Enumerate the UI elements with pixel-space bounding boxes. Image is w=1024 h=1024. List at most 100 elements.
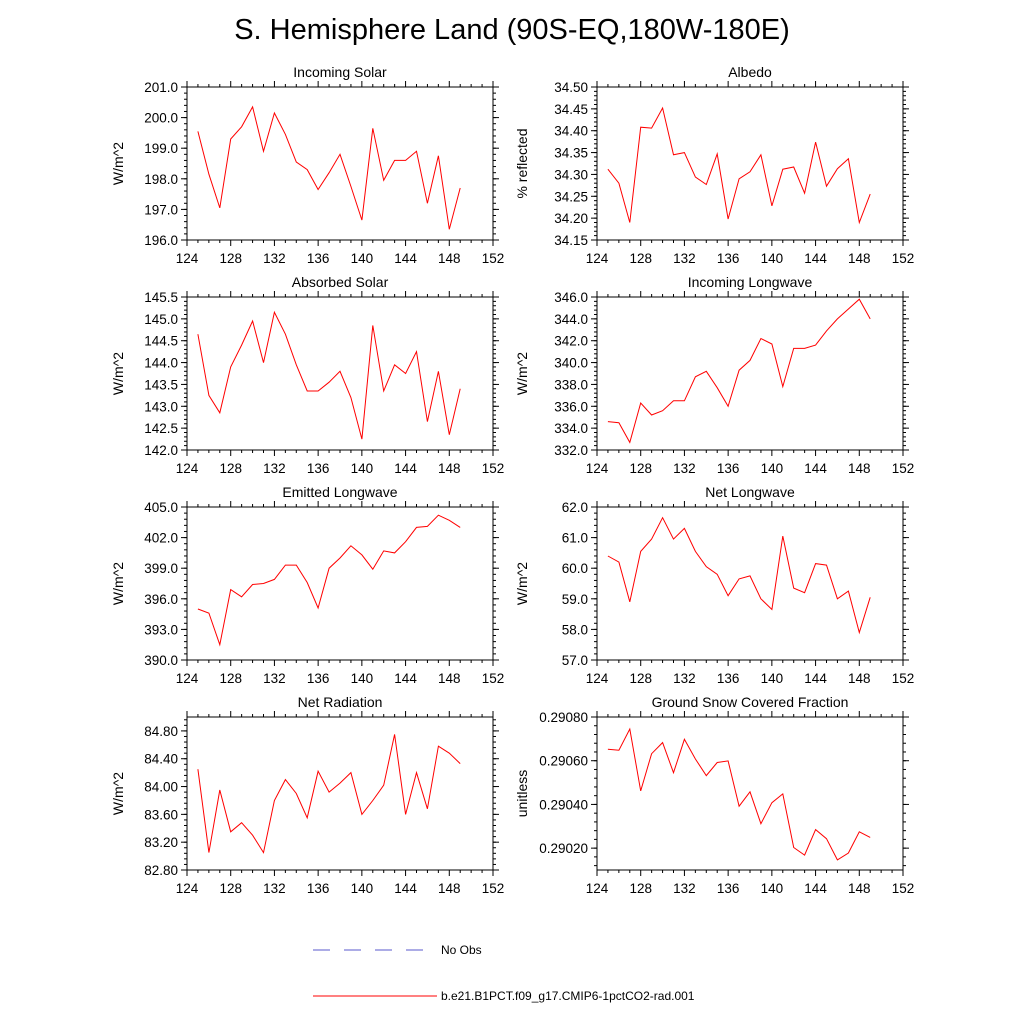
x-tick-label: 152 [892,671,915,686]
x-tick-label: 144 [804,671,827,686]
x-tick-label: 128 [219,461,242,476]
y-tick-label: 34.35 [554,146,588,161]
y-tick-label: 338.0 [554,377,588,392]
chart-panel-7: 124 128 132 136 140 144 148 152 0.29020 0.29040 0.… [514,694,914,896]
y-tick-label: 57.0 [562,653,588,668]
x-tick-label: 132 [673,671,696,686]
x-tick-label: 128 [629,881,652,896]
y-tick-label: 34.20 [554,211,588,226]
x-tick-label: 140 [761,251,784,266]
y-tick-label: 145.0 [144,312,178,327]
panel-title: Emitted Longwave [282,484,397,500]
x-tick-label: 128 [629,251,652,266]
y-axis-label: W/m^2 [110,142,126,185]
x-tick-label: 148 [438,881,461,896]
plot-frame [596,296,904,451]
y-tick-label: 201.0 [144,80,178,95]
x-tick-label: 148 [438,671,461,686]
x-tick-label: 136 [307,461,330,476]
x-tick-label: 144 [804,461,827,476]
figure-title: S. Hemisphere Land (90S-EQ,180W-180E) [234,14,790,46]
plot-frame [186,506,494,661]
chart-panel-1: 124 128 132 136 140 144 148 152 34.15 34.20 34.25 3… [514,64,914,266]
x-tick-label: 132 [673,251,696,266]
series-line-0 [197,514,461,647]
y-tick-label: 0.29020 [539,841,588,856]
x-tick-label: 152 [482,461,505,476]
panel-title: Incoming Longwave [688,274,813,290]
y-tick-label: 59.0 [562,592,588,607]
y-tick-label: 390.0 [144,653,178,668]
x-tick-label: 132 [673,461,696,476]
panel-title: Albedo [728,64,772,80]
x-tick-label: 144 [804,251,827,266]
y-tick-label: 34.50 [554,80,588,95]
x-tick-label: 124 [586,881,609,896]
x-tick-label: 140 [761,671,784,686]
x-tick-label: 148 [848,671,871,686]
y-tick-label: 336.0 [554,399,588,414]
y-tick-label: 342.0 [554,334,588,349]
y-tick-label: 58.0 [562,622,588,637]
x-tick-label: 136 [307,251,330,266]
x-tick-label: 132 [263,881,286,896]
y-tick-label: 334.0 [554,421,588,436]
series-line-0 [197,734,461,854]
x-tick-label: 124 [176,671,199,686]
y-axis-label: W/m^2 [514,352,530,395]
series-line-0 [607,106,871,225]
y-tick-label: 144.5 [144,334,178,349]
x-tick-label: 136 [717,251,740,266]
x-tick-label: 124 [586,671,609,686]
x-tick-label: 128 [219,251,242,266]
x-tick-label: 148 [438,251,461,266]
y-tick-label: 83.60 [144,807,178,822]
y-tick-label: 143.5 [144,377,178,392]
chart-panel-0: 124 128 132 136 140 144 148 152 196.0 197.0 198.0 1… [110,64,504,266]
chart-panel-5: 124 128 132 136 140 144 148 152 57.0 58.0 59.0 60.0… [514,484,914,686]
x-tick-label: 144 [394,251,417,266]
legend-label-0: No Obs [441,943,482,957]
panel-title: Net Longwave [705,484,795,500]
series-line-0 [197,310,461,440]
y-tick-label: 62.0 [562,500,588,515]
chart-panel-6: 124 128 132 136 140 144 148 152 82.80 83.20 83.60 8… [110,694,504,896]
x-tick-label: 132 [263,671,286,686]
legend-label-1: b.e21.B1PCT.f09_g17.CMIP6-1pctCO2-rad.00… [441,989,695,1003]
y-tick-label: 84.40 [144,752,178,767]
y-tick-label: 0.29040 [539,797,588,812]
x-tick-label: 128 [629,461,652,476]
x-tick-label: 144 [804,881,827,896]
y-tick-label: 34.15 [554,233,588,248]
y-axis-label: W/m^2 [110,352,126,395]
x-tick-label: 144 [394,461,417,476]
y-tick-label: 82.80 [144,863,178,878]
panel-title: Absorbed Solar [292,274,389,290]
x-tick-label: 148 [848,251,871,266]
chart-panel-3: 124 128 132 136 140 144 148 152 332.0 334.0 336.0 3… [514,274,914,476]
series-line-0 [607,727,871,861]
y-tick-label: 143.0 [144,399,178,414]
y-tick-label: 402.0 [144,531,178,546]
x-tick-label: 136 [307,881,330,896]
x-tick-label: 152 [892,251,915,266]
x-tick-label: 124 [176,881,199,896]
x-tick-label: 140 [351,461,374,476]
y-tick-label: 34.25 [554,189,588,204]
y-tick-label: 34.40 [554,124,588,139]
panel-title: Net Radiation [298,694,383,710]
y-tick-label: 34.45 [554,102,588,117]
x-tick-label: 152 [482,881,505,896]
y-tick-label: 344.0 [554,312,588,327]
y-axis-label: W/m^2 [110,562,126,605]
legend: No Obs b.e21.B1PCT.f09_g17.CMIP6-1pctCO2-… [313,943,695,1003]
x-tick-label: 136 [717,461,740,476]
x-tick-label: 124 [176,251,199,266]
series-line-0 [607,298,871,444]
y-tick-label: 199.0 [144,141,178,156]
plot-frame [596,716,904,871]
y-tick-label: 393.0 [144,622,178,637]
x-tick-label: 136 [307,671,330,686]
series-line-0 [607,516,871,635]
y-tick-label: 399.0 [144,561,178,576]
